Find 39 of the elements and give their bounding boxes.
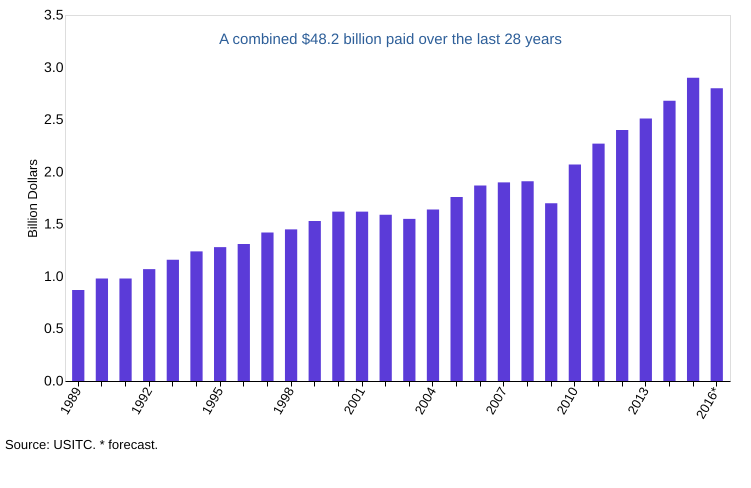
bar	[545, 203, 558, 381]
bar	[214, 247, 226, 381]
bar	[710, 88, 723, 381]
y-tick-label: 2.5	[44, 111, 64, 128]
y-tick-label: 0.0	[44, 372, 64, 388]
bar	[663, 100, 676, 381]
bar	[521, 181, 534, 381]
bar	[592, 144, 605, 381]
bar	[568, 164, 581, 381]
y-tick-label: 2.0	[44, 163, 64, 180]
bar	[96, 278, 108, 381]
bar	[261, 232, 274, 381]
y-tick-label: 0.5	[44, 320, 64, 336]
bar	[238, 244, 250, 381]
bar	[640, 118, 652, 381]
bar	[474, 185, 486, 381]
bar	[380, 214, 392, 381]
y-tick-label: 3.0	[44, 58, 64, 75]
y-axis-title: Billion Dollars	[25, 158, 40, 238]
y-tick-label: 1.5	[44, 216, 64, 232]
bar	[686, 78, 700, 381]
bar	[426, 210, 440, 381]
y-tick-label: 3.5	[44, 6, 64, 22]
y-tick-label: 1.0	[44, 268, 64, 284]
bar	[284, 229, 298, 381]
bar	[616, 130, 628, 381]
bar	[403, 218, 416, 381]
bar	[119, 278, 132, 381]
bar	[332, 212, 345, 381]
bar	[356, 212, 368, 381]
annotation: A combined $48.2 billion paid over the last 28 years	[219, 31, 562, 48]
bar	[143, 269, 156, 381]
bar	[190, 251, 203, 381]
bar	[498, 182, 510, 381]
bar	[308, 221, 321, 381]
bar	[166, 260, 179, 381]
bar	[450, 196, 463, 381]
source-note: Source: USITC. * forecast.	[5, 436, 158, 452]
bar	[72, 290, 84, 381]
